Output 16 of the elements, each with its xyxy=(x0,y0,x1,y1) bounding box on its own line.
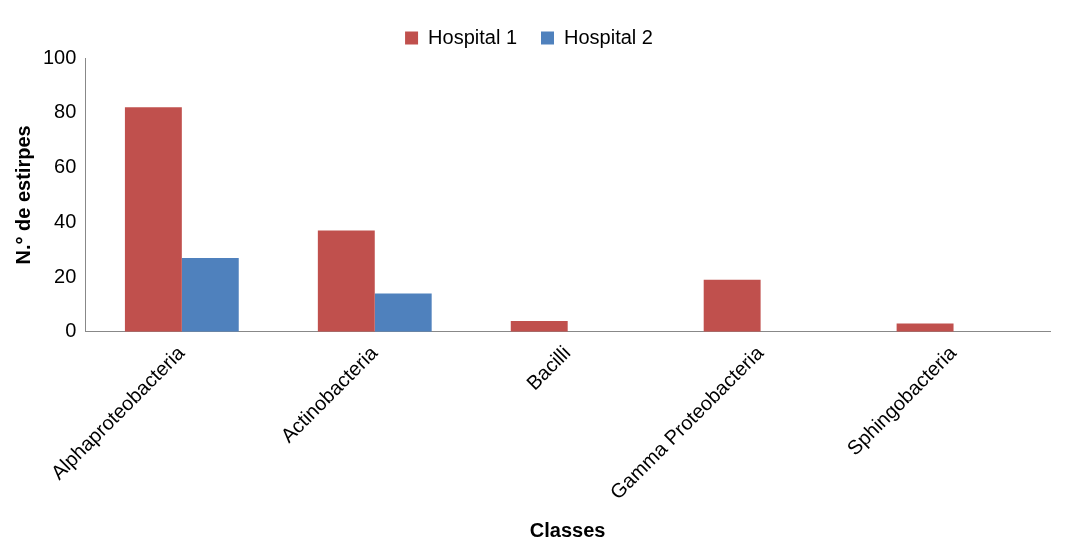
bar xyxy=(374,293,432,332)
bar xyxy=(703,279,761,332)
y-tick-label: 40 xyxy=(54,209,77,232)
bar xyxy=(124,107,182,332)
y-tick-label: 60 xyxy=(54,155,77,178)
bar xyxy=(181,257,239,332)
bar xyxy=(510,320,568,332)
y-tick-label: 80 xyxy=(54,100,77,123)
y-tick-label: 0 xyxy=(65,319,77,342)
bar xyxy=(317,230,375,332)
legend-label: Hospital 2 xyxy=(564,25,653,48)
y-tick-label: 100 xyxy=(42,45,77,68)
y-tick-label: 20 xyxy=(54,264,77,287)
x-axis-title: Classes xyxy=(529,518,606,541)
legend-label: Hospital 1 xyxy=(428,25,517,48)
y-axis-title: N.° de estirpes xyxy=(11,125,34,265)
